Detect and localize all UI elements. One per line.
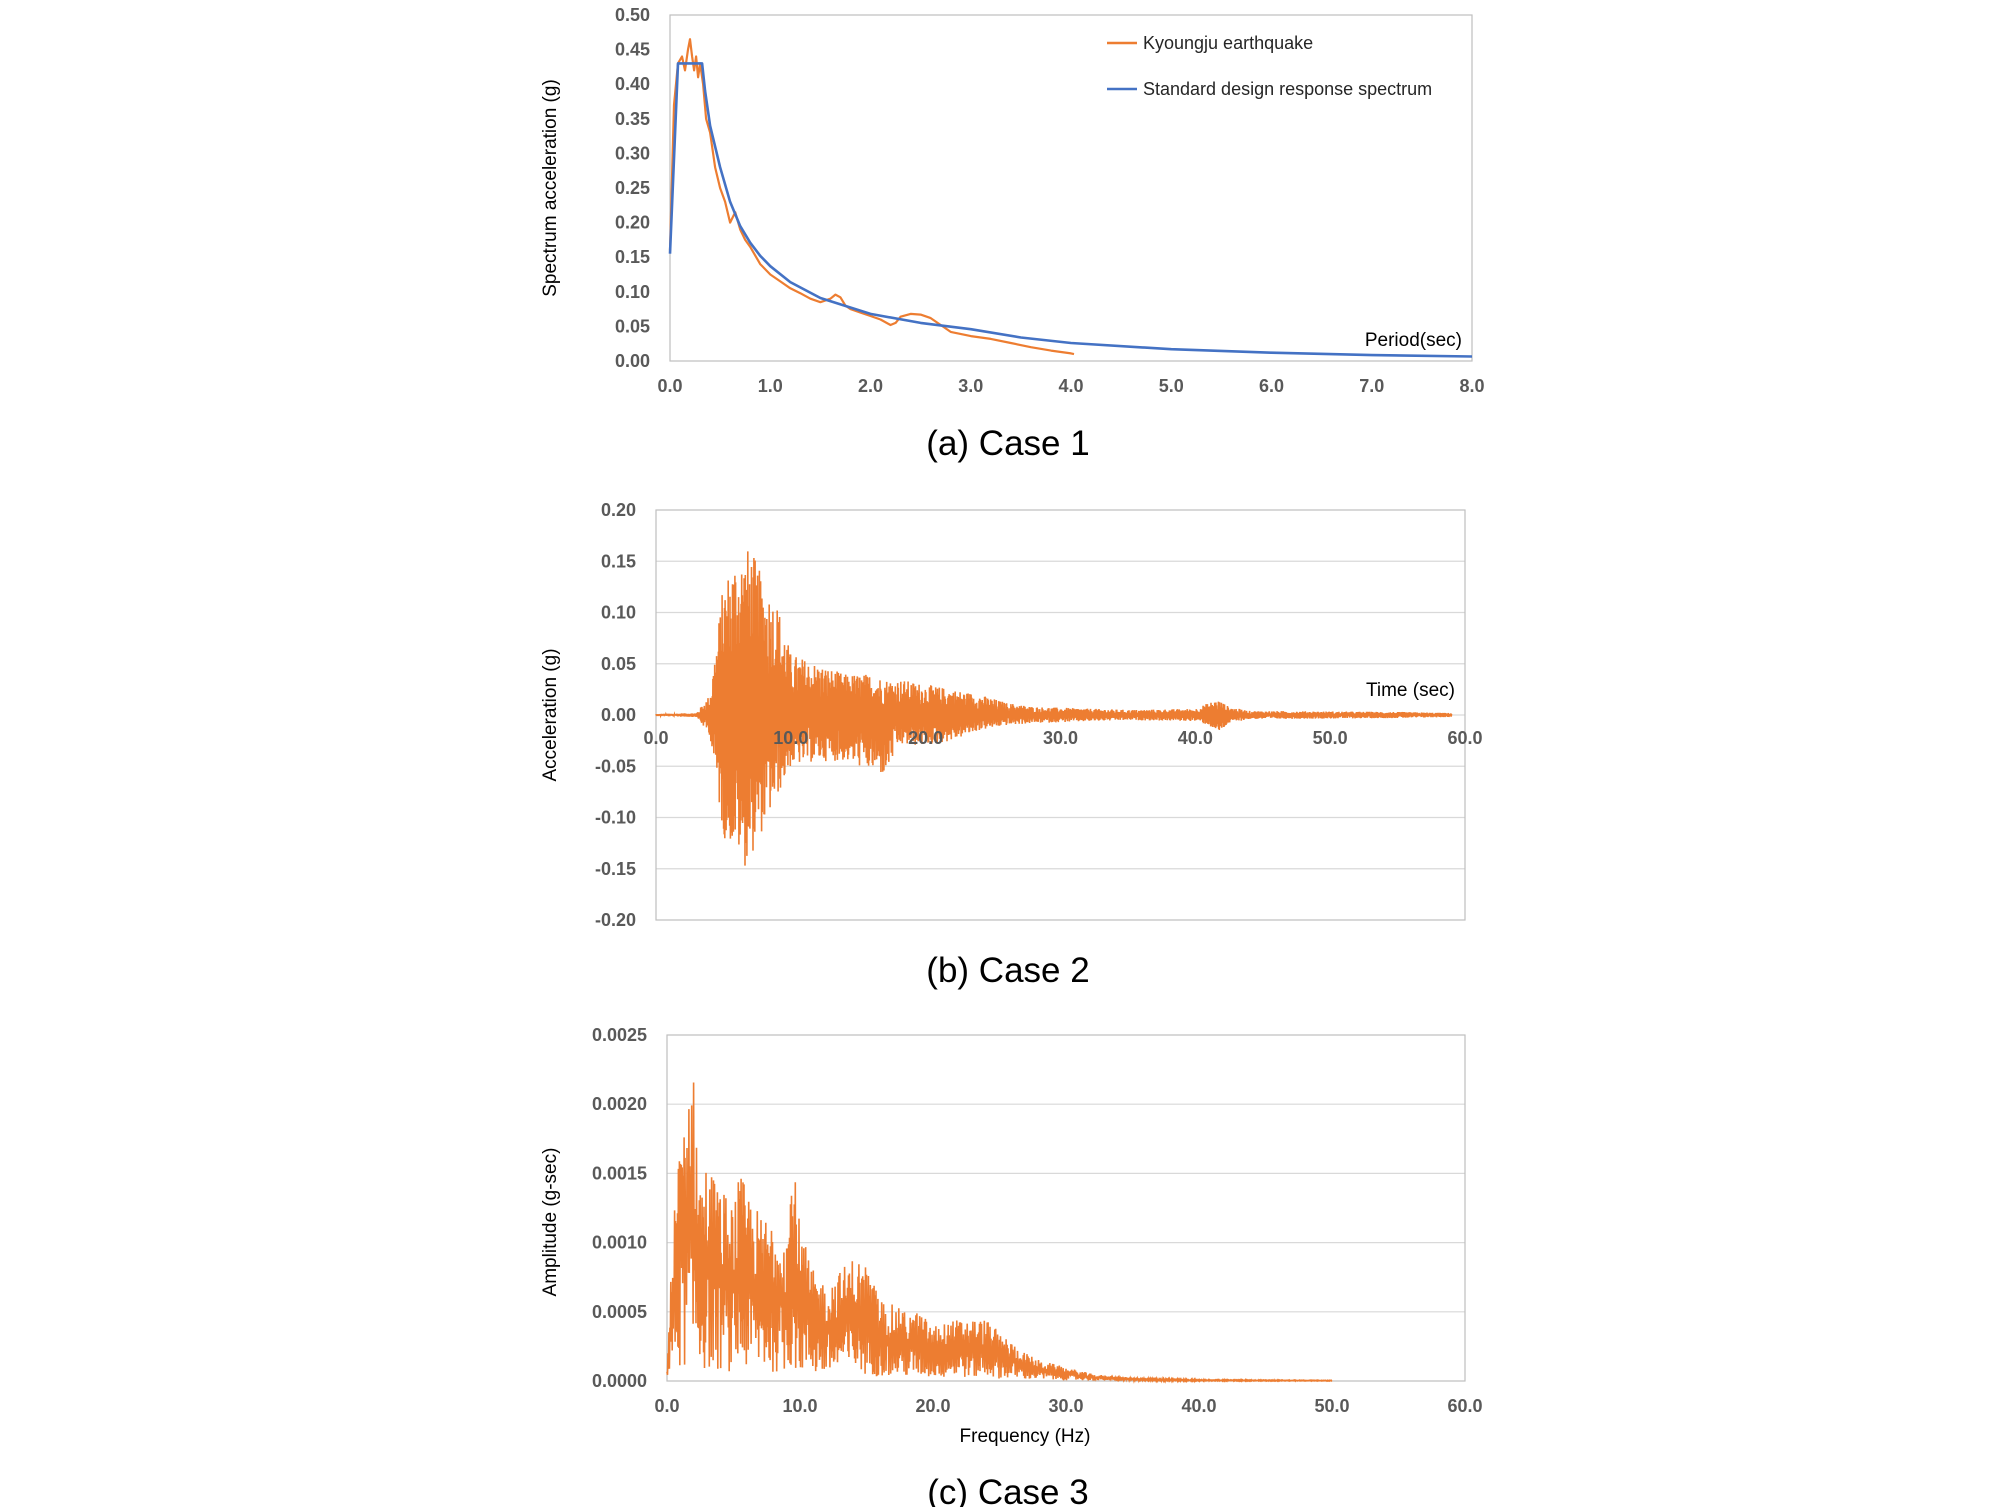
y-tick-label: -0.20 xyxy=(595,910,636,930)
x-tick-label: 20.0 xyxy=(908,728,943,748)
y-tick-label: 0.20 xyxy=(601,500,636,520)
case2-ylabel: Acceleration (g) xyxy=(540,648,561,781)
case1-caption: (a) Case 1 xyxy=(926,424,1089,463)
y-tick-label: 0.0025 xyxy=(592,1025,647,1045)
y-tick-label: 0.35 xyxy=(615,109,650,129)
y-tick-label: 0.00 xyxy=(615,351,650,371)
chart-case2-acceleration: -0.20 -0.15 -0.10 -0.05 0.00 0.05 0.10 0.15 0.20… xyxy=(540,500,1483,990)
y-tick-label: 0.30 xyxy=(615,143,650,163)
y-tick-label: 0.05 xyxy=(601,654,636,674)
x-tick-label: 0.0 xyxy=(654,1396,679,1416)
series-line-acceleration xyxy=(655,551,1453,866)
x-tick-label: 50.0 xyxy=(1314,1396,1349,1416)
y-tick-label: 0.20 xyxy=(615,213,650,233)
y-tick-label: 0.0005 xyxy=(592,1302,647,1322)
x-tick-label: 3.0 xyxy=(958,376,983,396)
y-tick-label: 0.05 xyxy=(615,316,650,336)
x-tick-label: 20.0 xyxy=(915,1396,950,1416)
y-tick-label: 0.00 xyxy=(601,705,636,725)
x-tick-label: 0.0 xyxy=(657,376,682,396)
chart-case1-spectrum: 0.00 0.05 0.10 0.15 0.20 0.25 0.30 0.35 0.40 0.45… xyxy=(540,5,1485,463)
legend-kyoungju-label: Kyoungju earthquake xyxy=(1143,33,1313,53)
x-tick-label: 7.0 xyxy=(1359,376,1384,396)
x-tick-label: 60.0 xyxy=(1447,728,1482,748)
x-tick-label: 40.0 xyxy=(1178,728,1213,748)
case3-xlabel: Frequency (Hz) xyxy=(960,1426,1091,1447)
series-line-kyoungju xyxy=(668,38,1075,356)
x-tick-label: 10.0 xyxy=(773,728,808,748)
x-tick-label: 0.0 xyxy=(643,728,668,748)
y-tick-label: 0.25 xyxy=(615,178,650,198)
y-tick-label: 0.0020 xyxy=(592,1094,647,1114)
x-tick-label: 5.0 xyxy=(1159,376,1184,396)
case1-xlabel: Period(sec) xyxy=(1365,330,1462,351)
y-tick-label: 0.10 xyxy=(615,282,650,302)
case1-plot-frame xyxy=(669,14,1473,362)
y-tick-label: 0.0010 xyxy=(592,1233,647,1253)
y-tick-label: 0.0000 xyxy=(592,1371,647,1391)
chart-case3-fourier: 0.0000 0.0005 0.0010 0.0015 0.0020 0.0025 0.0… xyxy=(540,1025,1483,1507)
x-tick-label: 30.0 xyxy=(1048,1396,1083,1416)
y-tick-label: -0.15 xyxy=(595,859,636,879)
series-line-amplitude xyxy=(666,1082,1333,1384)
x-tick-label: 50.0 xyxy=(1313,728,1348,748)
x-tick-label: 40.0 xyxy=(1181,1396,1216,1416)
x-tick-label: 10.0 xyxy=(782,1396,817,1416)
case1-ylabel: Spectrum acceleration (g) xyxy=(540,79,561,297)
x-tick-label: 8.0 xyxy=(1459,376,1484,396)
case3-plot-frame xyxy=(666,1034,1466,1382)
legend-standard-label: Standard design response spectrum xyxy=(1143,79,1432,99)
y-tick-label: 0.45 xyxy=(615,40,650,60)
x-tick-label: 2.0 xyxy=(858,376,883,396)
y-tick-label: 0.50 xyxy=(615,5,650,25)
y-tick-label: -0.10 xyxy=(595,808,636,828)
y-tick-label: 0.40 xyxy=(615,74,650,94)
case3-ylabel: Amplitude (g-sec) xyxy=(540,1148,561,1297)
y-tick-label: 0.0015 xyxy=(592,1163,647,1183)
x-tick-label: 30.0 xyxy=(1043,728,1078,748)
y-tick-label: 0.15 xyxy=(601,551,636,571)
case1-legend: Kyoungju earthquake Standard design resp… xyxy=(1107,33,1432,99)
y-tick-label: 0.10 xyxy=(601,603,636,623)
case2-caption: (b) Case 2 xyxy=(926,951,1089,990)
case3-caption: (c) Case 3 xyxy=(927,1473,1088,1507)
x-tick-label: 4.0 xyxy=(1058,376,1083,396)
series-line-standard xyxy=(668,62,1473,358)
x-tick-label: 1.0 xyxy=(758,376,783,396)
x-tick-label: 60.0 xyxy=(1447,1396,1482,1416)
x-tick-label: 6.0 xyxy=(1259,376,1284,396)
y-tick-label: -0.05 xyxy=(595,756,636,776)
case2-xlabel: Time (sec) xyxy=(1366,680,1455,701)
y-tick-label: 0.15 xyxy=(615,247,650,267)
